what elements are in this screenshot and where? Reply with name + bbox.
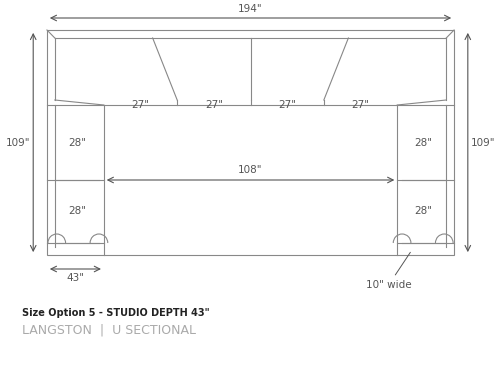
Text: 28": 28"	[414, 207, 432, 216]
Text: Size Option 5 - STUDIO DEPTH 43": Size Option 5 - STUDIO DEPTH 43"	[22, 308, 210, 318]
Text: 108": 108"	[238, 165, 263, 175]
Text: 27": 27"	[278, 100, 296, 111]
Text: 27": 27"	[132, 100, 150, 111]
Text: 27": 27"	[205, 100, 223, 111]
Text: 28": 28"	[68, 138, 86, 147]
Text: 27": 27"	[352, 100, 370, 111]
Bar	[47, 30, 454, 255]
Text: 109": 109"	[6, 138, 30, 147]
Text: 109": 109"	[471, 138, 496, 147]
Text: 28": 28"	[414, 138, 432, 147]
Text: 43": 43"	[66, 273, 84, 283]
Text: LANGSTON  |  U SECTIONAL: LANGSTON | U SECTIONAL	[22, 323, 197, 336]
Text: 194": 194"	[238, 4, 263, 14]
Text: 28": 28"	[68, 207, 86, 216]
Text: 10" wide: 10" wide	[366, 252, 412, 290]
